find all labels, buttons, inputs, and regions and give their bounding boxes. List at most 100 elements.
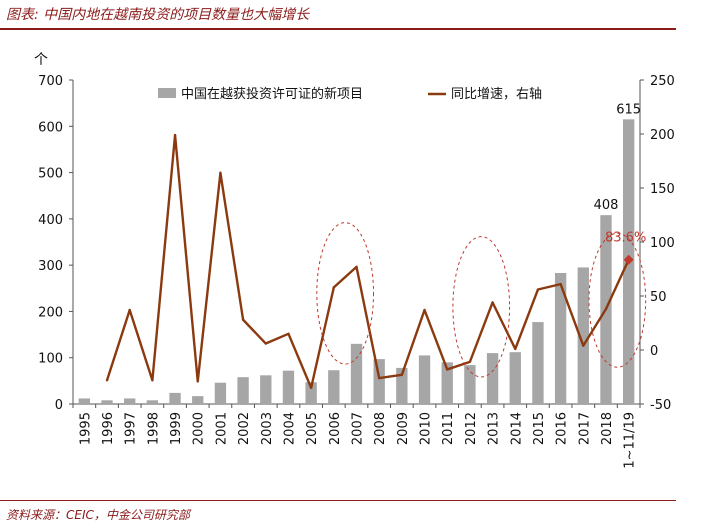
bar-data-label: 615 — [616, 102, 641, 117]
source-note: 资料来源：CEIC，中金公司研究部 — [6, 508, 190, 522]
growth-point — [377, 376, 381, 380]
legend-line-label: 同比增速，右轴 — [451, 87, 542, 102]
bar — [282, 370, 295, 404]
legend-bar-label: 中国在越获投资许可证的新项目 — [181, 86, 363, 102]
x-tick-label: 2001 — [214, 412, 229, 445]
x-tick-label: 2003 — [260, 412, 275, 445]
bar — [328, 370, 340, 404]
pct-data-label: 83.6% — [605, 231, 646, 246]
bar — [464, 365, 476, 404]
x-tick-label: 2000 — [192, 412, 207, 445]
bar — [441, 362, 453, 404]
x-tick-label: 2013 — [487, 412, 502, 445]
bar — [509, 352, 521, 404]
growth-point — [264, 342, 267, 345]
bar — [554, 273, 567, 404]
x-tick-label: 2012 — [464, 412, 479, 445]
y-right-tick-label: 0 — [650, 344, 658, 359]
growth-point — [400, 373, 404, 377]
growth-point — [514, 347, 517, 351]
highlight-ellipse-2006-2007 — [316, 222, 375, 365]
growth-point — [468, 360, 472, 364]
y-right-tick-label: 100 — [650, 236, 675, 251]
bar — [486, 353, 499, 404]
chart-svg: 个 0 100 200 300 400 500 600 700 -50 0 50 100 150 200 25… — [34, 52, 675, 469]
bar — [237, 377, 249, 404]
x-tick-label: 2006 — [328, 412, 343, 445]
bar — [418, 355, 431, 404]
y-left-tick-label: 100 — [38, 352, 63, 367]
y-right-tick-label: 50 — [650, 290, 667, 305]
highlight-ellipse-2018-2019 — [588, 232, 647, 368]
growth-point — [536, 288, 540, 291]
y-left-tick-label: 300 — [38, 259, 63, 274]
y-right-tick-label: 200 — [650, 128, 675, 143]
bar — [260, 375, 272, 404]
x-tick-label: 2004 — [282, 412, 297, 445]
growth-point — [582, 344, 585, 347]
y-right-tick-label: 250 — [650, 74, 675, 89]
x-tick-label: 2005 — [305, 412, 320, 445]
bar — [101, 400, 113, 404]
y-right-tick-label: 150 — [650, 182, 675, 197]
y-left-tick-label: 0 — [55, 398, 63, 413]
growth-point — [219, 171, 222, 175]
y-left-tick-label: 700 — [38, 74, 63, 89]
y-left-tick-label: 400 — [38, 213, 63, 228]
growth-point — [423, 308, 426, 312]
bar — [124, 398, 136, 404]
bar — [192, 396, 204, 404]
growth-point — [196, 380, 199, 383]
bar — [577, 267, 589, 404]
highlight-ellipse-2012-2013 — [452, 236, 511, 378]
x-tick-label: 2007 — [351, 412, 366, 445]
growth-point — [128, 308, 131, 312]
x-tick-label: 2014 — [509, 412, 524, 445]
bar — [373, 359, 385, 404]
bar — [214, 382, 227, 404]
growth-point — [105, 379, 109, 382]
x-tick-label: 2016 — [555, 412, 570, 445]
growth-point — [355, 265, 358, 269]
figure-title: 图表: 中国内地在越南投资的项目数量也大幅增长 — [6, 7, 310, 23]
y-left-tick-label: 600 — [38, 120, 63, 135]
x-tick-label: 1995 — [78, 412, 93, 445]
bar — [146, 400, 159, 404]
growth-point — [559, 282, 562, 286]
growth-point — [173, 133, 177, 137]
x-tick-label: 2009 — [396, 412, 411, 445]
growth-line — [105, 133, 630, 389]
x-tick-label: 1999 — [169, 412, 184, 445]
y-left-tick-label: 500 — [38, 167, 63, 182]
growth-point — [332, 286, 336, 289]
x-tick-label: 1~11/19 — [623, 412, 638, 469]
x-tick-label: 1997 — [124, 412, 139, 445]
y-left-unit-label: 个 — [34, 52, 48, 68]
last-point-marker — [623, 254, 634, 265]
growth-point — [151, 379, 154, 382]
bar — [169, 392, 181, 404]
y-right-tick-label: -50 — [650, 398, 671, 413]
growth-point — [309, 386, 313, 389]
bar — [305, 382, 317, 404]
x-tick-label: 2011 — [441, 412, 456, 445]
bar-data-label: 408 — [594, 198, 619, 213]
bar — [350, 343, 363, 404]
y-left-tick-label: 200 — [38, 305, 63, 320]
bar — [78, 398, 91, 404]
growth-point — [491, 301, 494, 304]
bar — [532, 322, 544, 404]
legend-bar-swatch — [158, 88, 176, 98]
bar — [396, 367, 408, 404]
growth-point — [446, 368, 449, 371]
x-tick-label: 2015 — [532, 412, 547, 445]
x-tick-label: 2008 — [373, 412, 388, 445]
bottom-rule — [0, 500, 676, 501]
growth-point — [241, 318, 245, 321]
x-tick-label: 2010 — [419, 412, 434, 445]
x-tick-label: 2017 — [577, 412, 592, 445]
x-tick-label: 2002 — [237, 412, 252, 445]
x-tick-label: 1996 — [101, 412, 116, 445]
growth-point — [604, 307, 608, 311]
x-tick-label: 1998 — [146, 412, 161, 445]
